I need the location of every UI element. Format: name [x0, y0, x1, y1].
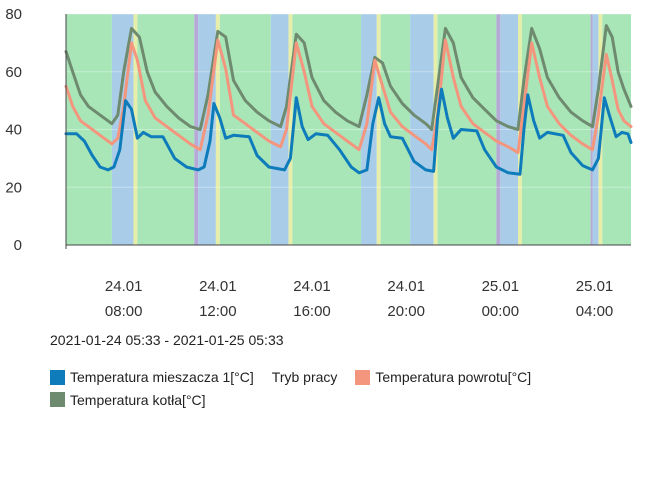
- mode-band-green: [602, 14, 631, 245]
- x-tick-date: 24.01: [387, 278, 425, 295]
- mode-band-green: [66, 14, 112, 245]
- time-range-label: 2021-01-24 05:33 - 2021-01-25 05:33: [50, 332, 284, 348]
- mode-band-blue: [410, 14, 434, 245]
- mode-band-yellow: [215, 14, 220, 245]
- mode-band-blue: [500, 14, 518, 245]
- axes: 0 20 40 60 80 24.01 08:00 24.01 12:00 24.01 16:00 2…: [5, 6, 631, 320]
- legend-label: Temperatura kotła[°C]: [70, 391, 206, 408]
- mode-band-purple: [590, 14, 593, 245]
- x-tick-time: 12:00: [199, 303, 237, 320]
- mode-band-yellow: [376, 14, 381, 245]
- x-tick-time: 20:00: [387, 303, 425, 320]
- legend-label: Temperatura powrotu[°C]: [375, 369, 532, 385]
- x-tick-date: 24.01: [105, 278, 143, 295]
- x-tick-time: 04:00: [576, 303, 614, 320]
- legend-swatch: [355, 369, 371, 385]
- mode-band-purple: [496, 14, 501, 245]
- series-line: [64, 87, 633, 176]
- legend-item[interactable]: Temperatura powrotu[°C]: [355, 367, 531, 387]
- x-tick-time: 00:00: [482, 303, 520, 320]
- x-tick-time: 08:00: [105, 303, 143, 320]
- y-tick-label: 80: [5, 6, 22, 23]
- y-tick-label: 0: [14, 237, 22, 254]
- temperature-chart: 0 20 40 60 80 24.01 08:00 24.01 12:00 24.01 16:00 2…: [5, 6, 633, 320]
- legend-item[interactable]: Tryb pracy: [272, 367, 338, 387]
- series-line: [64, 24, 633, 131]
- legend-item[interactable]: Temperatura mieszacza 1[°C]: [50, 367, 254, 387]
- mode-band-blue: [270, 14, 289, 245]
- legend-swatch: [50, 392, 65, 407]
- legend-label: Temperatura mieszacza 1[°C]: [70, 369, 254, 385]
- x-tick-date: 24.01: [199, 278, 237, 295]
- x-tick-date: 25.01: [576, 278, 614, 295]
- mode-band-yellow: [288, 14, 293, 245]
- x-tick-date: 25.01: [482, 278, 520, 295]
- x-tick-time: 16:00: [293, 303, 331, 320]
- x-tick-date: 24.01: [293, 278, 331, 295]
- y-tick-label: 40: [5, 122, 22, 139]
- y-tick-label: 60: [5, 64, 22, 81]
- legend-label: Tryb pracy: [271, 369, 338, 385]
- mode-band-green: [137, 14, 195, 245]
- legend: Temperatura mieszacza 1[°C] Tryb pracy Tem…: [50, 367, 640, 412]
- series-line: [64, 38, 633, 155]
- series-lines: [64, 24, 633, 176]
- y-tick-label: 20: [5, 179, 22, 196]
- legend-swatch: [50, 369, 65, 385]
- legend-item[interactable]: Temperatura kotła[°C]: [50, 390, 206, 410]
